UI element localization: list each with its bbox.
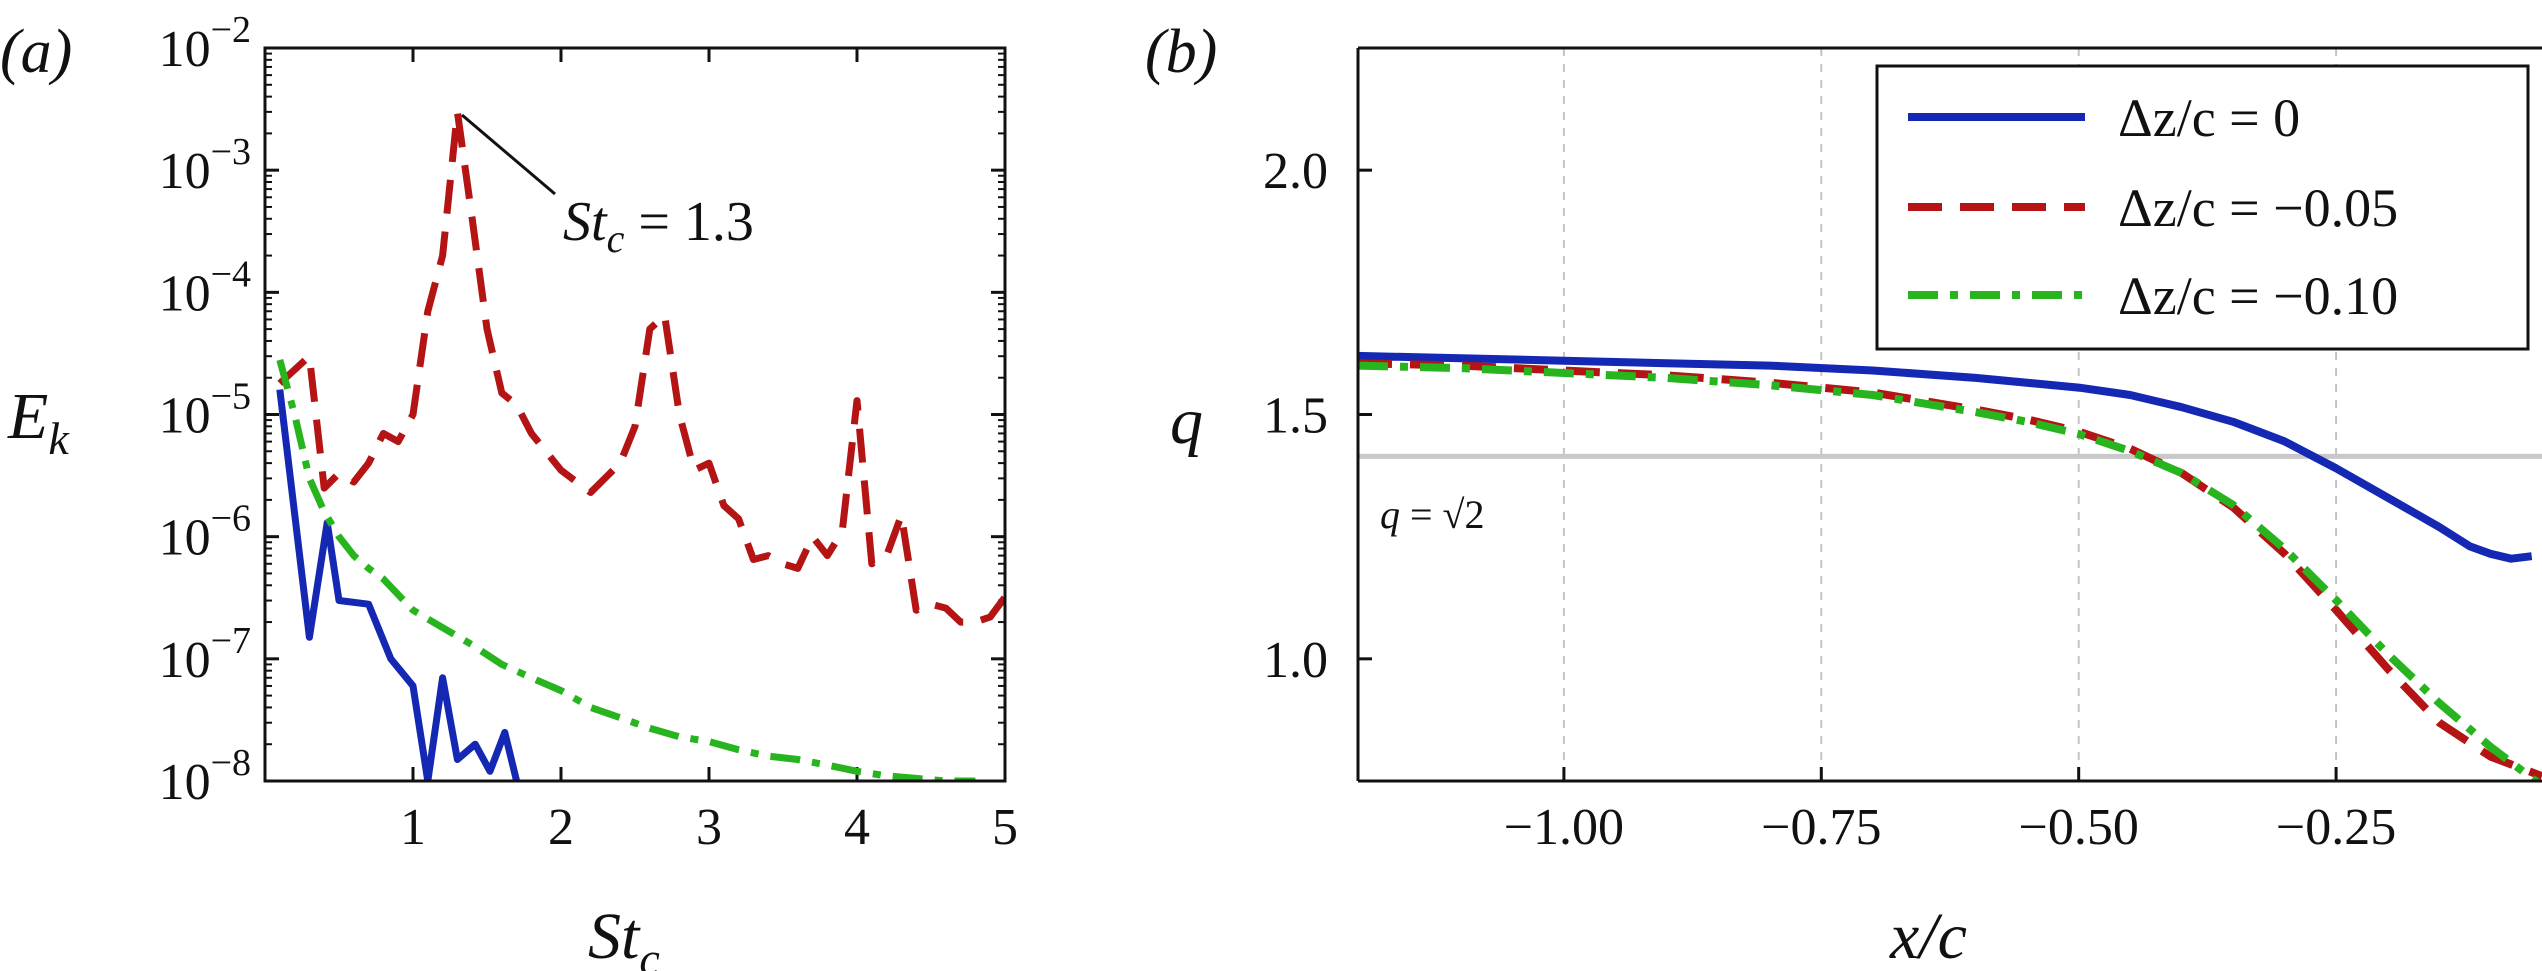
panel-a-ytick-label: 10−8 [159,742,251,811]
panel-a-label: (a) [0,18,72,86]
panel-a: (a) 10−8 10−7 10−6 10−5 10−4 10−3 10−2 1 2 3 4 5 E… [0,9,1018,971]
annotation-leader [461,113,556,196]
panel-b-ytick-label: 1.5 [1263,388,1328,445]
panel-a-series-1 [277,108,1005,626]
legend: Δz/c = 0 Δz/c = −0.05 Δz/c = −0.10 [1875,64,2530,351]
panel-b-series-0 [1358,351,2533,563]
panel-b-series-1 [1358,359,2542,780]
panel-b-x-tick-labels: −1.00 −0.75 −0.50 −0.25 [1504,799,2397,856]
panel-b: (b) 1.0 1.5 2.0 −1.00 −0.75 −0.50 −0.25 q = √… [1145,18,2542,971]
panel-b-label: (b) [1145,18,1217,86]
reference-line-label: q = √2 [1380,492,1485,537]
panel-b-grid [1562,48,2338,781]
legend-label-2: Δz/c = −0.10 [2118,266,2398,326]
panel-a-ytick-label: 10−6 [159,498,251,567]
panel-b-ytick-label: 2.0 [1263,143,1328,200]
panel-a-xtick-label: 1 [400,799,426,856]
panel-a-ticks [265,46,1007,783]
panel-a-xlabel: Stc [588,900,660,971]
annotation-label: Stc = 1.3 [563,191,754,261]
panel-a-xtick-label: 4 [844,799,870,856]
panel-a-ytick-label: 10−4 [159,253,251,322]
panel-a-xtick-label: 5 [992,799,1018,856]
panel-a-ytick-label: 10−3 [159,131,251,200]
panel-a-ytick-label: 10−5 [159,376,251,445]
panel-a-ylabel: Ek [7,380,70,464]
legend-label-1: Δz/c = −0.05 [2118,178,2398,238]
panel-b-xtick-label: −1.00 [1504,799,1624,856]
panel-b-ticks [1358,168,2338,781]
panel-a-y-tick-labels: 10−8 10−7 10−6 10−5 10−4 10−3 10−2 [159,9,251,811]
legend-label-0: Δz/c = 0 [2118,88,2300,148]
panel-b-xtick-label: −0.25 [2276,799,2396,856]
panel-a-ytick-label: 10−7 [159,620,251,689]
panel-a-frame [263,46,1007,783]
panel-a-xtick-label: 3 [696,799,722,856]
panel-a-xtick-label: 2 [548,799,574,856]
panel-b-xlabel: x/c [1889,900,1967,971]
panel-a-x-tick-labels: 1 2 3 4 5 [400,799,1018,856]
panel-a-series [276,108,1005,781]
panel-a-series-0 [276,389,521,781]
panel-a-ytick-label: 10−2 [159,9,251,78]
panel-b-series [1358,351,2542,781]
panel-b-series-2 [1358,361,2542,781]
panel-a-series-2 [276,358,976,781]
panel-b-ylabel: q [1170,385,1203,458]
panel-b-y-tick-labels: 1.0 1.5 2.0 [1263,143,1328,689]
panel-b-ytick-label: 1.0 [1263,632,1328,689]
panel-b-xtick-label: −0.50 [2019,799,2139,856]
panel-b-xtick-label: −0.75 [1761,799,1881,856]
